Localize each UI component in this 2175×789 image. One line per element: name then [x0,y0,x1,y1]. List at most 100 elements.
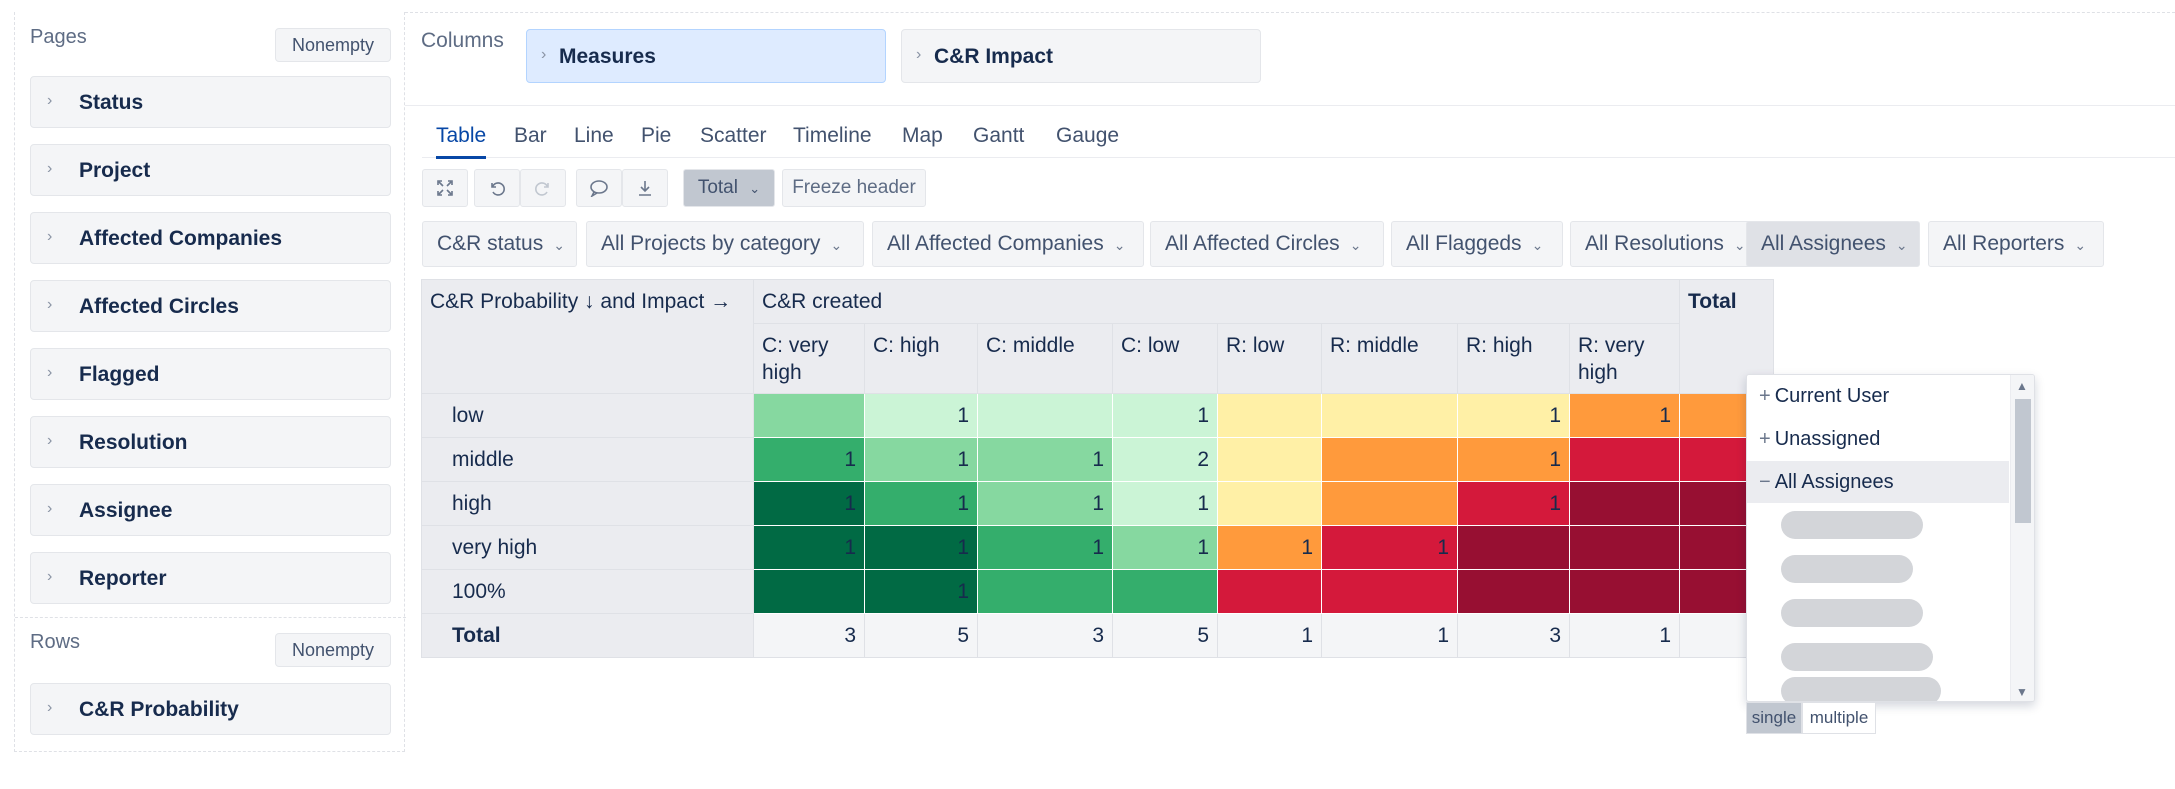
scroll-down-icon[interactable]: ▼ [2016,685,2028,699]
scroll-up-icon[interactable]: ▲ [2016,379,2028,393]
table-cell[interactable]: 1 [753,437,865,482]
scrollbar-thumb[interactable] [2015,399,2031,523]
tab-pie[interactable]: Pie [641,124,672,147]
tab-map[interactable]: Map [902,124,943,147]
total-cell[interactable]: 3 [753,613,865,658]
table-cell[interactable]: 1 [1457,481,1570,526]
filter-affected-companies[interactable]: All Affected Companies ⌄ [872,221,1144,267]
table-cell[interactable] [1321,393,1458,438]
comment-button[interactable] [576,169,622,207]
table-cell[interactable] [1569,481,1680,526]
redacted-assignee[interactable] [1781,677,1941,701]
row-header[interactable]: very high [421,525,754,570]
filter-assignees[interactable]: All Assignees ⌄ [1746,221,1920,267]
table-cell[interactable] [1321,437,1458,482]
total-cell[interactable]: 5 [1112,613,1218,658]
dropdown-scrollbar[interactable]: ▲ ▼ [2010,375,2034,701]
row-header[interactable]: 100% [421,569,754,614]
table-cell[interactable]: 1 [1321,525,1458,570]
mode-single-button[interactable]: single [1746,702,1802,734]
tab-table[interactable]: Table [436,124,487,159]
dropdown-item-unassigned[interactable]: + Unassigned [1747,418,2009,460]
undo-button[interactable] [474,169,520,207]
total-button[interactable]: Total ⌄ [683,169,775,207]
tab-bar[interactable]: Bar [514,124,547,147]
column-header-c-high[interactable]: C: high [864,323,978,394]
column-chip-measures[interactable]: › Measures [526,29,886,83]
table-cell[interactable]: 1 [1112,525,1218,570]
download-button[interactable] [622,169,668,207]
rows-nonempty-button[interactable]: Nonempty [275,633,391,667]
page-dimension-project[interactable]: › Project [30,144,391,196]
page-dimension-resolution[interactable]: › Resolution [30,416,391,468]
column-header-r-very-high[interactable]: R: very high [1569,323,1680,394]
column-header-r-low[interactable]: R: low [1217,323,1322,394]
table-cell[interactable]: 1 [1112,393,1218,438]
redacted-assignee[interactable] [1781,555,1913,583]
dropdown-item-current-user[interactable]: + Current User [1747,375,2009,417]
page-dimension-reporter[interactable]: › Reporter [30,552,391,604]
total-cell[interactable]: 5 [864,613,978,658]
table-cell[interactable] [753,569,865,614]
tab-gauge[interactable]: Gauge [1056,124,1120,147]
table-cell[interactable]: 1 [864,393,978,438]
total-cell[interactable]: 3 [1457,613,1570,658]
table-cell[interactable]: 1 [977,437,1113,482]
column-header-r-high[interactable]: R: high [1457,323,1570,394]
tab-timeline[interactable]: Timeline [793,124,872,147]
redacted-assignee[interactable] [1781,599,1923,627]
tab-line[interactable]: Line [574,124,614,147]
row-dimension-cr-probability[interactable]: › C&R Probability [30,683,391,735]
tab-scatter[interactable]: Scatter [700,124,767,147]
table-cell[interactable] [753,393,865,438]
table-cell[interactable]: 2 [1112,437,1218,482]
table-cell[interactable] [1217,437,1322,482]
table-cell[interactable] [1457,569,1570,614]
column-header-c-low[interactable]: C: low [1112,323,1218,394]
total-cell[interactable]: 1 [1321,613,1458,658]
column-header-r-middle[interactable]: R: middle [1321,323,1458,394]
table-cell[interactable]: 1 [977,525,1113,570]
table-cell[interactable]: 1 [1112,481,1218,526]
table-cell[interactable]: 1 [864,437,978,482]
fullscreen-button[interactable] [422,169,468,207]
table-cell[interactable]: 1 [864,525,978,570]
pages-nonempty-button[interactable]: Nonempty [275,28,391,62]
column-header-c-very-high[interactable]: C: very high [753,323,865,394]
row-header[interactable]: middle [421,437,754,482]
table-cell[interactable]: 1 [1457,437,1570,482]
table-cell[interactable] [1112,569,1218,614]
tab-gantt[interactable]: Gantt [973,124,1025,147]
freeze-header-button[interactable]: Freeze header [782,169,926,207]
table-cell[interactable] [977,569,1113,614]
table-cell[interactable] [1217,481,1322,526]
table-cell[interactable]: 1 [1569,393,1680,438]
table-cell[interactable] [1217,393,1322,438]
group-header-cr-created[interactable]: C&R created [753,279,1680,324]
page-dimension-affected-circles[interactable]: › Affected Circles [30,280,391,332]
table-cell[interactable] [977,393,1113,438]
page-dimension-assignee[interactable]: › Assignee [30,484,391,536]
filter-projects[interactable]: All Projects by category ⌄ [586,221,864,267]
table-cell[interactable]: 1 [977,481,1113,526]
total-cell[interactable]: 1 [1569,613,1680,658]
total-row-header[interactable]: Total [421,613,754,658]
table-cell[interactable] [1569,525,1680,570]
filter-cr-status[interactable]: C&R status ⌄ [422,221,577,267]
redo-button[interactable] [520,169,566,207]
table-cell[interactable] [1321,569,1458,614]
filter-resolutions[interactable]: All Resolutions ⌄ [1570,221,1770,267]
table-cell[interactable] [1321,481,1458,526]
table-cell[interactable] [1569,437,1680,482]
total-cell[interactable]: 3 [977,613,1113,658]
page-dimension-affected-companies[interactable]: › Affected Companies [30,212,391,264]
filter-reporters[interactable]: All Reporters ⌄ [1928,221,2104,267]
page-dimension-status[interactable]: › Status [30,76,391,128]
row-header[interactable]: high [421,481,754,526]
mode-multiple-button[interactable]: multiple [1802,702,1876,734]
table-cell[interactable] [1217,569,1322,614]
column-header-c-middle[interactable]: C: middle [977,323,1113,394]
table-cell[interactable]: 1 [1217,525,1322,570]
table-cell[interactable]: 1 [753,525,865,570]
filter-flaggeds[interactable]: All Flaggeds ⌄ [1391,221,1563,267]
